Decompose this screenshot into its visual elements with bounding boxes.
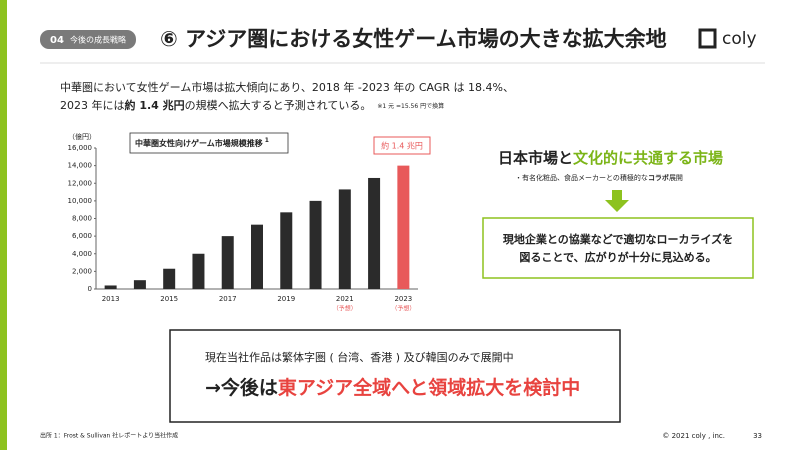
y-tick-label: 2,000	[72, 267, 92, 275]
y-tick-label: 10,000	[68, 197, 93, 205]
bullet-emphasis: コラボ	[648, 173, 669, 182]
side-heading-text: 日本市場と	[498, 149, 573, 167]
y-tick-label: 16,000	[68, 144, 93, 152]
intro-line: 2023 年には約 1.4 兆円の規模へ拡大すると予測されている。 ※1 元 =1…	[60, 98, 444, 112]
bar	[368, 177, 381, 289]
intro-text: の規模へ拡大すると予測されている。	[185, 98, 372, 112]
slide-title: ⑥ アジア圏における女性ゲーム市場の大きな拡大余地	[160, 27, 667, 51]
x-tick-label: 2017	[219, 295, 237, 303]
bullet-text: ・有名化粧品、食品メーカーとの積極的な	[515, 173, 648, 182]
bar	[251, 224, 263, 289]
side-box-line: 図ることで、広がりが十分に見込める。	[519, 250, 716, 264]
logo: coly	[722, 29, 757, 49]
y-tick-label: 14,000	[68, 162, 93, 170]
section-name: 今後の成長戦略	[70, 35, 126, 45]
chart-title-box	[129, 132, 289, 154]
bar	[133, 280, 146, 289]
y-tick-label: 8,000	[72, 215, 92, 223]
y-tick-label: 6,000	[72, 232, 92, 240]
bullet-text: 展開	[669, 174, 683, 182]
y-tick-label: 0	[88, 285, 92, 293]
intro-note: ※1 元 =15.56 円で換算	[377, 102, 444, 110]
bar	[338, 189, 351, 289]
forecast-label: （予想）	[333, 305, 357, 313]
side-bullet: ・有名化粧品、食品メーカーとの積極的なコラボ展開	[515, 173, 683, 182]
intro-line: 中華圏において女性ゲーム市場は拡大傾向にあり、2018 年 -2023 年の C…	[60, 80, 514, 94]
side-heading-accent: 文化的に共通する市場	[573, 149, 723, 167]
y-tick-label: 12,000	[68, 179, 93, 187]
logo-mark	[698, 28, 717, 49]
x-tick-label: 2023	[394, 295, 412, 303]
footer-source: 出所 1：Frost & Sullivan 社レポートより当社作成	[40, 432, 178, 440]
annotation-box	[373, 136, 431, 155]
forecast-label: （予想）	[391, 305, 415, 313]
bar	[192, 253, 205, 289]
chart-title: 中華圏女性向けゲーム市場規模推移 1	[135, 137, 269, 148]
x-tick-label: 2015	[160, 295, 178, 303]
bottom-emphasis-accent: 東アジア全域へと領域拡大を検討中	[278, 376, 580, 399]
bottom-box	[169, 329, 621, 423]
bottom-emphasis-text: →今後は	[205, 376, 278, 399]
section-badge	[40, 30, 136, 49]
bar	[397, 165, 410, 289]
x-tick-label: 2019	[277, 295, 295, 303]
footer-copyright: © 2021 coly , inc.	[662, 432, 725, 440]
bar	[309, 200, 322, 289]
intro-text: 2023 年には	[60, 98, 125, 112]
x-tick-label: 2013	[102, 295, 120, 303]
chart-title-note: 1	[265, 137, 269, 144]
chart-title-text: 中華圏女性向けゲーム市場規模推移	[135, 138, 263, 148]
bar	[280, 212, 293, 289]
accent-bar	[0, 0, 7, 450]
chart: （億円） 0 2,000 4,000 6,000 8,000 10,000 12,000 14…	[68, 132, 431, 313]
bar	[104, 285, 117, 289]
page-number: 33	[753, 432, 762, 440]
bar	[163, 268, 176, 289]
y-unit: （億円）	[68, 132, 96, 141]
bar	[221, 236, 234, 289]
side-heading: 日本市場と文化的に共通する市場	[498, 149, 723, 167]
y-tick-label: 4,000	[72, 250, 92, 258]
bottom-emphasis: →今後は東アジア全域へと領域拡大を検討中	[205, 376, 580, 399]
section-number: 04	[50, 35, 64, 46]
side-box-line: 現地企業との協業などで適切なローカライズを	[503, 232, 733, 246]
intro-emphasis: 約 1.4 兆円	[125, 98, 185, 112]
x-tick-label: 2021	[336, 295, 354, 303]
annotation: 約 1.4 兆円	[381, 141, 423, 151]
arrow	[605, 190, 629, 212]
bottom-line: 現在当社作品は繁体字圏 ( 台湾、香港 ) 及び韓国のみで展開中	[205, 350, 514, 364]
side-box	[482, 217, 754, 279]
